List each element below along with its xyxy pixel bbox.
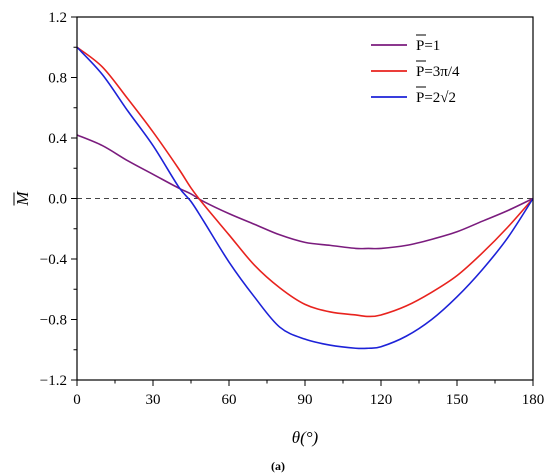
axes-layer [71, 16, 534, 386]
legend-symbol: P [416, 38, 424, 54]
y-tick-label: 0.0 [48, 192, 67, 208]
x-axis-title: θ(°) [292, 428, 319, 447]
y-tick-label: −1.2 [40, 373, 67, 389]
figure-caption: (a) [271, 459, 285, 473]
y-tick-label: −0.8 [40, 313, 67, 329]
y-tick-label: 0.4 [48, 131, 67, 147]
labels-layer: 0 30 60 90 120 150 180 −1.2 −0.8 −0.4 0.0 0.4 0.8 1.2… [13, 10, 544, 473]
x-tick-label: 0 [73, 392, 81, 408]
legend-value: =3π/4 [424, 64, 460, 80]
x-tick-label: 90 [298, 392, 313, 408]
x-tick-label: 60 [222, 392, 237, 408]
x-tick-label: 120 [370, 392, 393, 408]
legend-value: =2√2 [424, 90, 456, 106]
x-tick-label: 180 [522, 392, 545, 408]
series-line-3 [76, 46, 534, 350]
legend-entry-2: P=3π/4 [416, 64, 460, 80]
y-tick-label: 1.2 [48, 10, 67, 26]
series-line-2 [76, 46, 534, 318]
y-tick-label: 0.8 [48, 71, 67, 87]
legend-entry-1: P=1 [416, 38, 440, 54]
series-line-1 [76, 134, 534, 250]
legend-entry-3: P=2√2 [416, 90, 456, 106]
legend-symbol: P [416, 64, 424, 80]
y-axis-title: M [13, 191, 32, 207]
legend-symbol: P [416, 90, 424, 106]
y-tick-label: −0.4 [40, 252, 68, 268]
legend-value: =1 [424, 38, 440, 54]
x-tick-label: 30 [146, 392, 161, 408]
x-tick-label: 150 [446, 392, 469, 408]
series-layer [76, 46, 534, 350]
legend: P=1P=3π/4P=2√2 [371, 34, 460, 106]
